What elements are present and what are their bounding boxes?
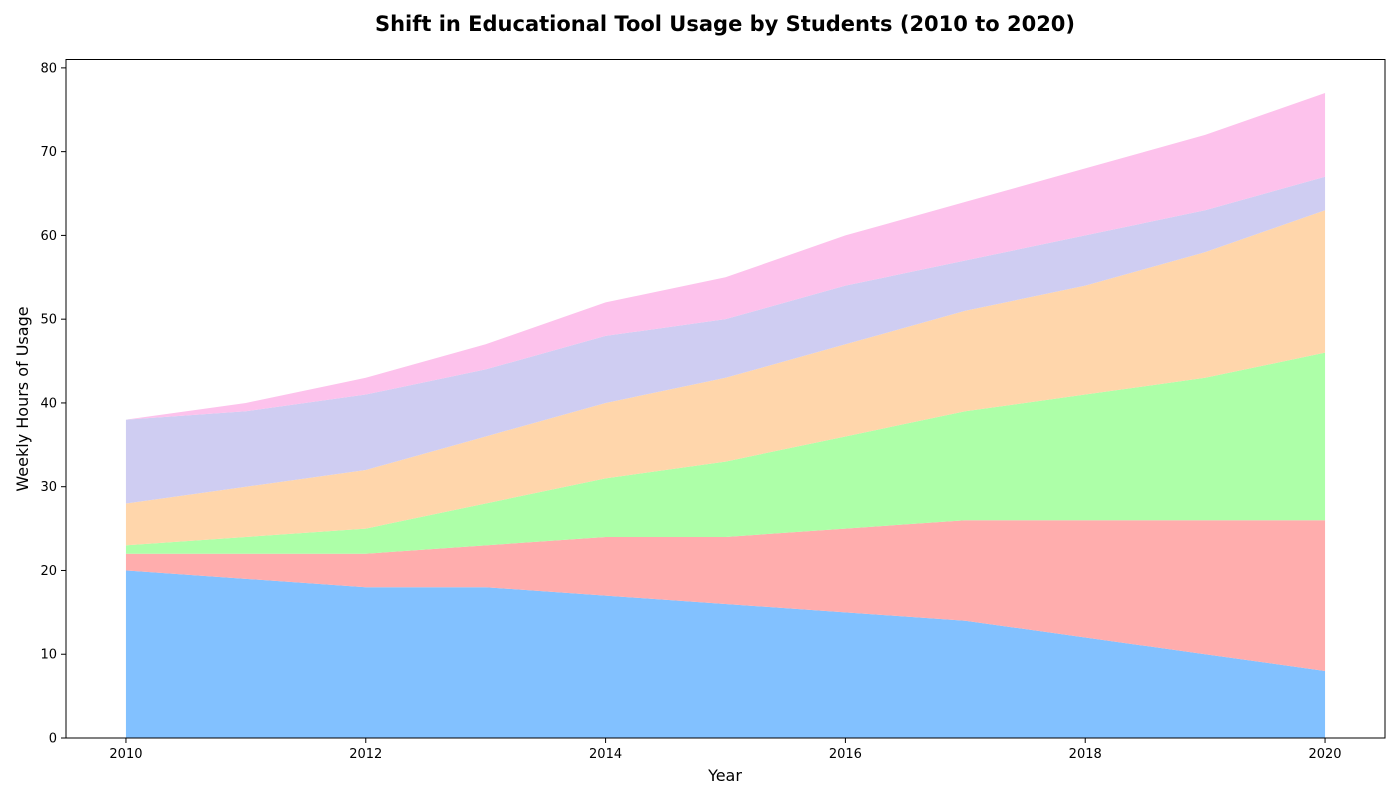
plot-frame — [65, 59, 1386, 739]
y-tick-label: 50 — [40, 313, 57, 328]
y-tick-label: 80 — [40, 61, 57, 76]
x-tick-label: 2020 — [1308, 747, 1341, 762]
y-tick-label: 0 — [49, 732, 57, 747]
y-tick-label: 30 — [40, 480, 57, 495]
y-axis-ticks: 0 10 20 30 40 50 60 70 80 — [40, 61, 66, 747]
x-tick-label: 2012 — [349, 747, 382, 762]
chart-title: Shift in Educational Tool Usage by Stude… — [375, 12, 1075, 36]
area-series-2 — [125, 520, 1326, 671]
x-axis-ticks: 2010 2012 2014 2016 2018 2020 — [109, 738, 1342, 762]
y-tick-label: 20 — [40, 564, 57, 579]
y-axis-label: Weekly Hours of Usage — [13, 306, 32, 491]
y-tick-label: 60 — [40, 229, 57, 244]
x-tick-label: 2018 — [1069, 747, 1102, 762]
areas-layer — [125, 93, 1326, 738]
x-tick-label: 2016 — [829, 747, 862, 762]
y-tick-label: 40 — [40, 396, 57, 411]
area-series-3 — [125, 352, 1326, 554]
y-tick-label: 70 — [40, 145, 57, 160]
y-tick-label: 10 — [40, 648, 57, 663]
x-tick-label: 2010 — [109, 747, 142, 762]
area-series-5 — [125, 176, 1326, 504]
x-axis-label: Year — [707, 766, 742, 785]
area-series-4 — [125, 210, 1326, 546]
area-series-1 — [125, 570, 1326, 738]
x-tick-label: 2014 — [589, 747, 622, 762]
